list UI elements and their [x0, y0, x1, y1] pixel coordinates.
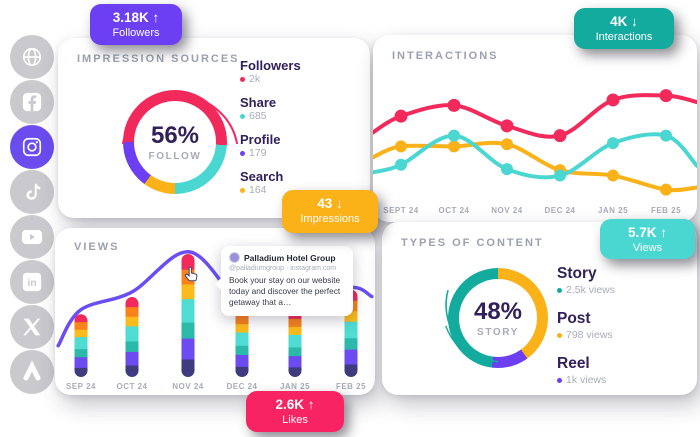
types-of-content-legend: Story 2.5k views Post 798 views Reel 1k …	[557, 264, 615, 399]
down-arrow-icon: ↓	[336, 196, 343, 211]
impression-sources-legend: Followers 2k Share 685 Profile 179 Searc…	[240, 58, 301, 206]
story-dot	[557, 287, 562, 293]
tooltip-post-text: Book your stay on our website today and …	[229, 275, 341, 308]
views-title: VIEWS	[74, 241, 120, 253]
tooltip-account-name: Palladium Hotel Group	[244, 252, 336, 263]
legend-item-share: Share 685	[240, 95, 277, 122]
views-bar-chart: SEP 24 OCT 24 NOV 24 DEC 24 JAN 25 FEB 25	[56, 250, 374, 391]
likes-kpi-badge[interactable]: 2.6K ↑ Likes	[246, 391, 344, 432]
legend-item-reel: Reel 1k views	[557, 355, 607, 386]
svg-text:SEP 24: SEP 24	[66, 382, 96, 391]
impression-donut-label: FOLLOW	[148, 150, 202, 162]
interactions-card: INTERACTIONS SEPT 24 OCT 24 NOV 24 DEC 24 JA…	[373, 35, 697, 222]
up-arrow-icon: ↑	[152, 10, 160, 25]
hand-cursor-icon	[184, 266, 198, 282]
content-donut-value: 48%	[473, 297, 523, 325]
post-dot	[557, 332, 562, 338]
down-arrow-icon: ↓	[631, 14, 638, 29]
reel-dot	[557, 377, 562, 383]
tiktok-icon[interactable]	[10, 170, 54, 214]
svg-text:FEB 25: FEB 25	[651, 206, 681, 215]
impression-donut-value: 56%	[150, 121, 200, 149]
svg-text:DEC 24: DEC 24	[544, 206, 575, 215]
tooltip-account-handle: @palladiumgroup · instagram.com	[229, 265, 337, 272]
globe-icon[interactable]	[10, 35, 54, 79]
svg-text:DEC 24: DEC 24	[226, 382, 257, 391]
linkedin-icon[interactable]: in	[10, 260, 54, 304]
google-ads-icon[interactable]	[10, 350, 54, 394]
post-preview-tooltip[interactable]: Palladium Hotel Group @palladiumgroup · …	[215, 246, 353, 316]
svg-text:FEB 25: FEB 25	[336, 382, 366, 391]
legend-item-profile: Profile 179	[240, 132, 281, 159]
svg-text:NOV 24: NOV 24	[172, 382, 204, 391]
instagram-icon[interactable]	[10, 125, 54, 169]
impressions-kpi-badge[interactable]: 43 ↓ Impressions	[282, 190, 378, 233]
legend-item-followers: Followers 2k	[240, 58, 301, 85]
impression-sources-title: IMPRESSION SOURCES	[77, 53, 240, 65]
svg-text:JAN 25: JAN 25	[598, 206, 628, 215]
x-twitter-icon[interactable]	[10, 305, 54, 349]
share-dot	[240, 114, 245, 119]
followers-kpi-badge[interactable]: 3.18K ↑ Followers	[90, 4, 182, 45]
impression-donut-chart: 56% FOLLOW	[123, 90, 227, 194]
interactions-title: INTERACTIONS	[392, 50, 499, 62]
legend-item-post: Post 798 views	[557, 310, 613, 341]
interactions-kpi-badge[interactable]: 4K ↓ Interactions	[574, 8, 674, 49]
svg-text:SEPT 24: SEPT 24	[383, 206, 419, 215]
types-of-content-title: TYPES OF CONTENT	[401, 237, 544, 249]
svg-text:OCT 24: OCT 24	[116, 382, 147, 391]
facebook-icon[interactable]	[10, 80, 54, 124]
legend-item-story: Story 2.5k views	[557, 265, 616, 296]
followers-dot	[240, 77, 245, 82]
up-arrow-icon: ↑	[307, 397, 315, 412]
tooltip-avatar	[229, 252, 240, 263]
interactions-line-chart: SEPT 24 OCT 24 NOV 24 DEC 24 JAN 25 FEB 25	[373, 89, 697, 215]
up-arrow-icon: ↑	[660, 225, 668, 240]
content-donut-chart: 48% STORY	[448, 268, 548, 368]
profile-dot	[240, 151, 245, 156]
svg-text:JAN 25: JAN 25	[280, 382, 310, 391]
svg-text:in: in	[28, 278, 37, 289]
content-donut-label: STORY	[477, 326, 519, 338]
svg-text:OCT 24: OCT 24	[438, 206, 469, 215]
search-dot	[240, 188, 245, 193]
svg-text:NOV 24: NOV 24	[491, 206, 523, 215]
views-kpi-badge[interactable]: 5.7K ↑ Views	[600, 219, 695, 259]
youtube-icon[interactable]	[10, 215, 54, 259]
views-card: VIEWS SEP 24 OCT 24 NOV 24 DEC 24 JAN 25 FEB …	[55, 228, 375, 395]
legend-item-search: Search 164	[240, 169, 284, 196]
